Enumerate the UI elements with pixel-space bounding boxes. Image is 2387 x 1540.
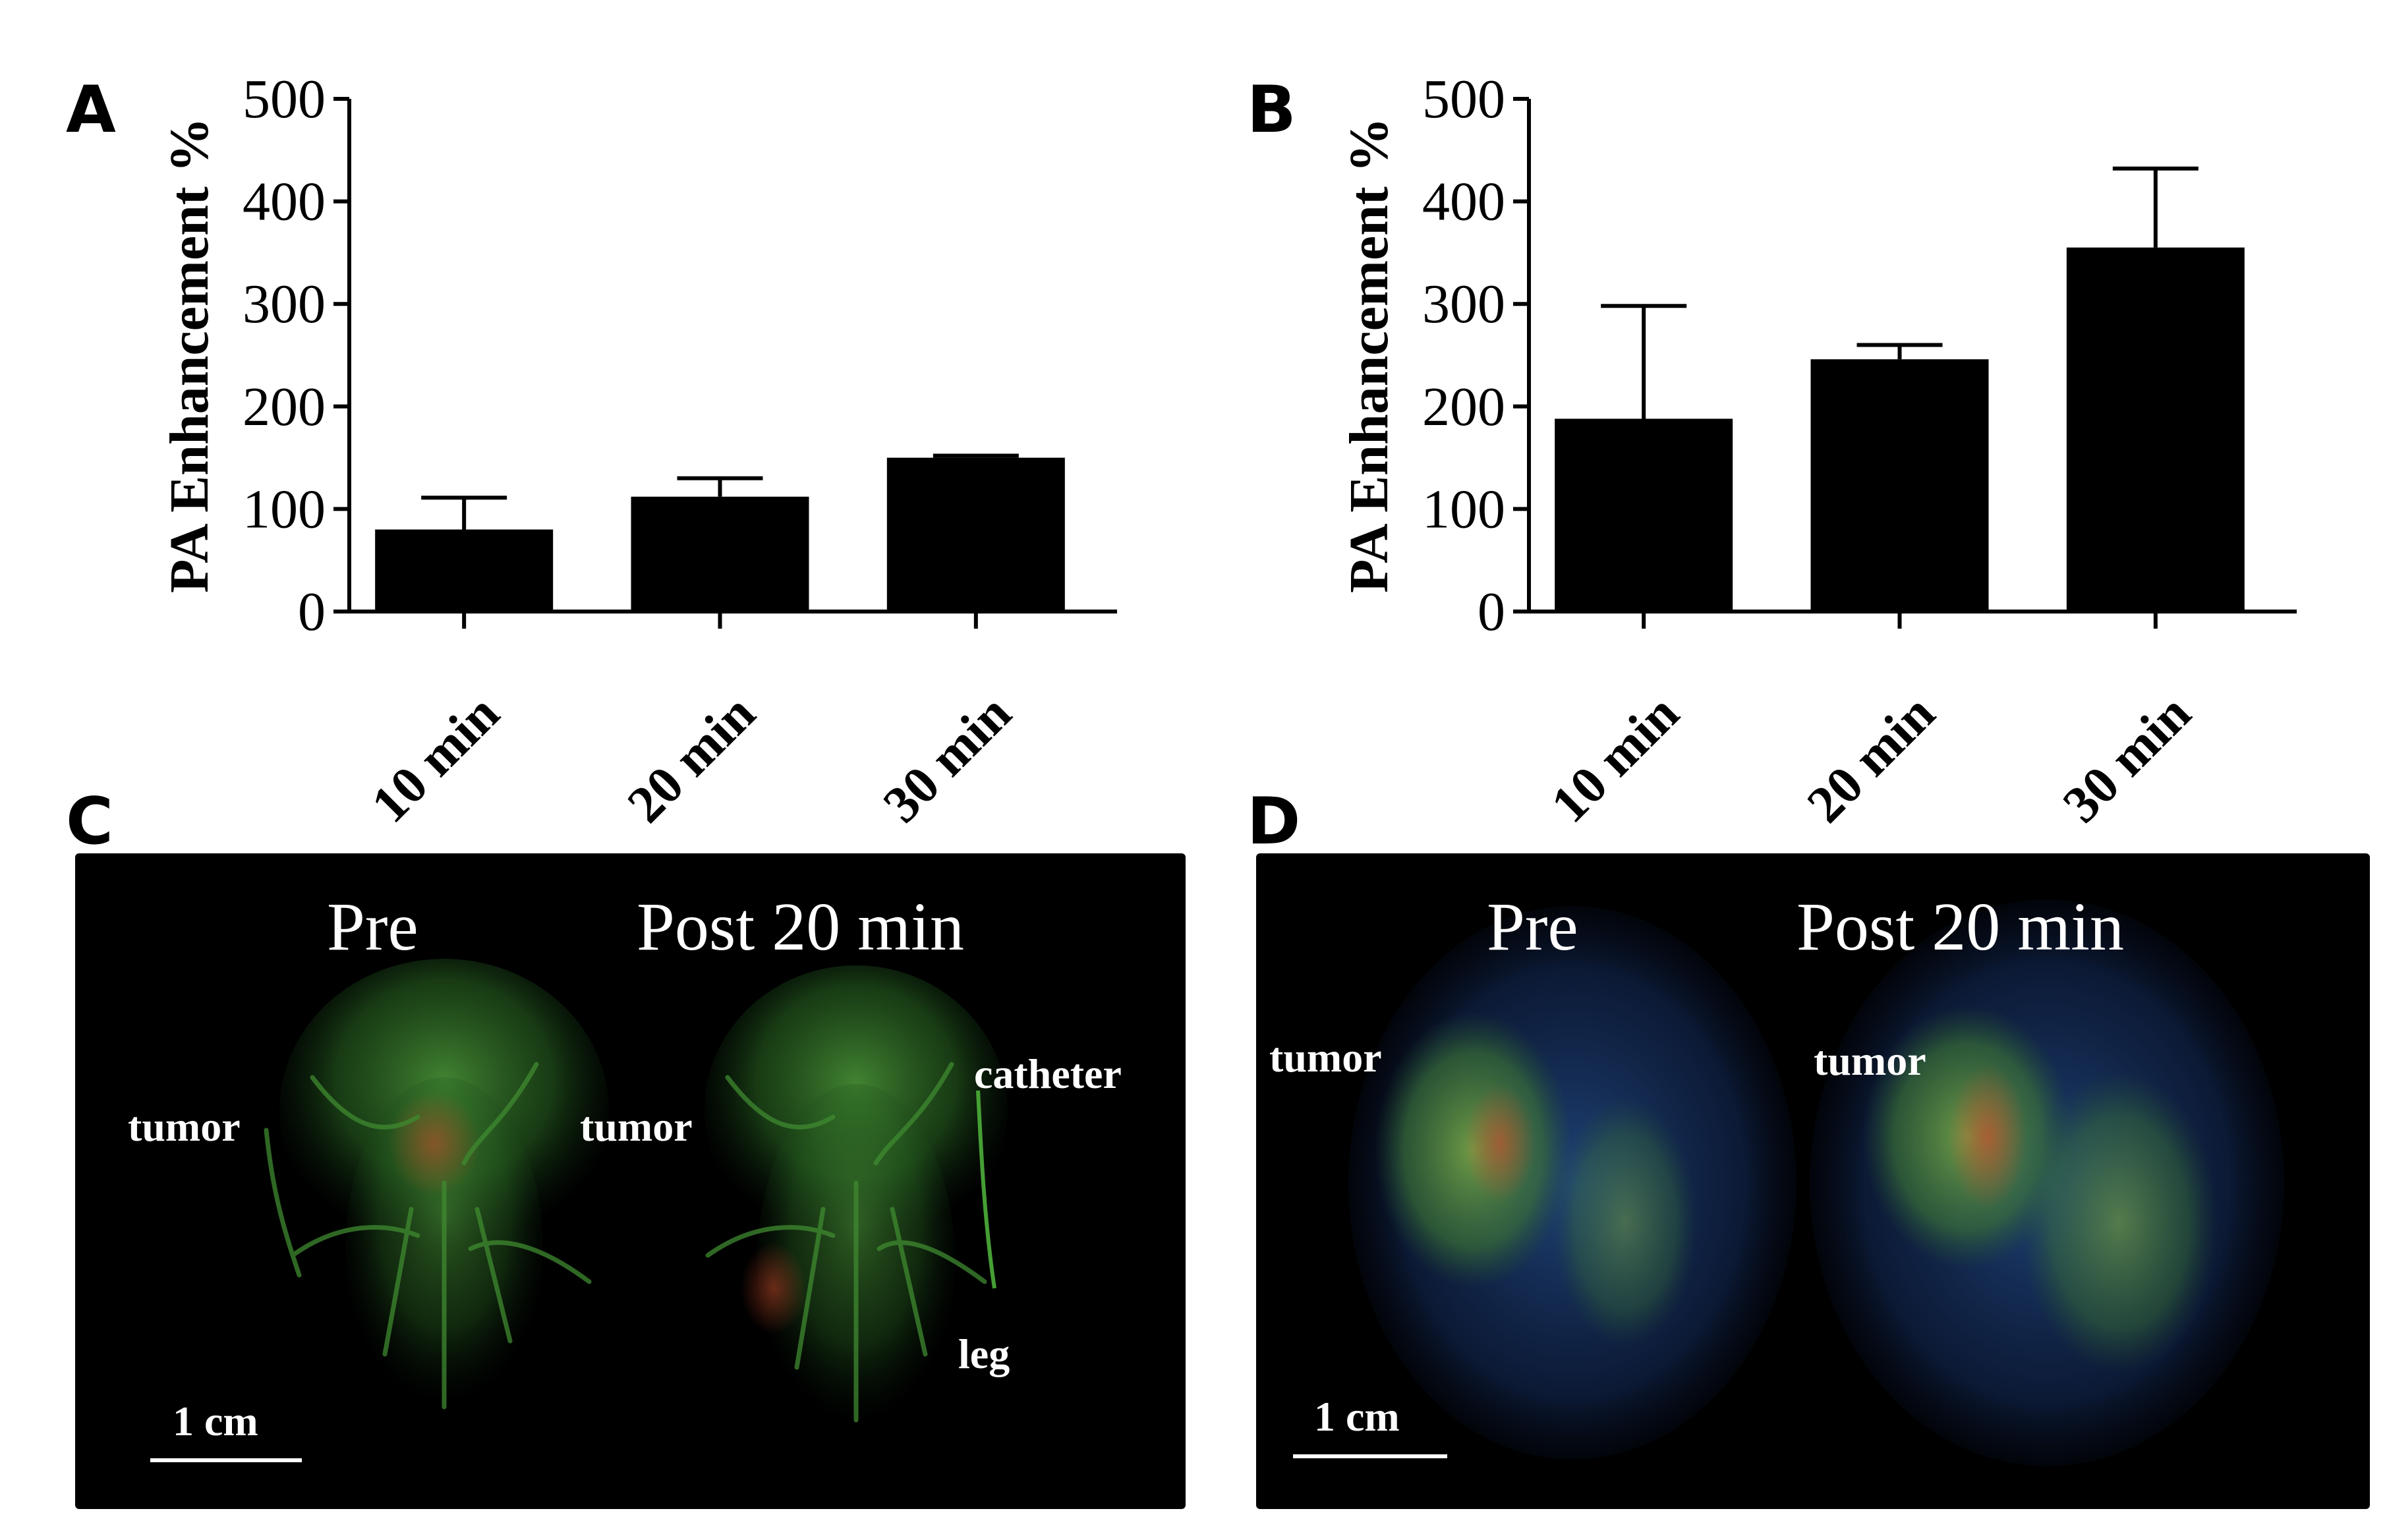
chart-b-plot: 0 100 200 300 400 500 PA Enhancement % 10 min 20…	[1338, 69, 2297, 834]
y-tick-label: 500	[1422, 69, 1505, 130]
leg-label: leg	[958, 1330, 1010, 1377]
vessel-rendering-d	[1348, 899, 2284, 1466]
scale-bar-d	[1293, 1454, 1447, 1458]
chart-a-plot: 0 100 200 300 400 500 PA Enhancement % 10 min 20…	[159, 69, 1117, 834]
x-tick-label: 30 min	[873, 684, 1022, 834]
photoacoustic-image-d: Pre Post 20 min tumor tumor 1 cm	[1256, 853, 2370, 1509]
y-tick-label: 200	[1422, 376, 1505, 438]
scale-label-d: 1 cm	[1314, 1393, 1400, 1440]
bar-10-min	[1555, 418, 1733, 612]
panel-label-c: C	[66, 784, 113, 859]
catheter-label: catheter	[974, 1050, 1122, 1097]
bar-10-min	[375, 529, 554, 612]
post-heading-c: Post 20 min	[637, 889, 964, 965]
y-axis-label: PA Enhancement %	[159, 117, 220, 593]
x-tick-label: 10 min	[360, 684, 510, 834]
y-tick-label: 100	[1422, 478, 1505, 540]
vessel-rendering-c	[264, 959, 1008, 1440]
y-tick-label: 0	[1478, 581, 1505, 642]
tumor-label-pre-d: tumor	[1269, 1034, 1382, 1081]
bar-20-min	[1810, 359, 1989, 612]
panel-label-b: B	[1247, 72, 1296, 148]
y-tick-label: 300	[1422, 273, 1505, 335]
bar-30-min	[886, 457, 1065, 612]
post-heading-d: Post 20 min	[1797, 889, 2124, 965]
scale-label-c: 1 cm	[173, 1398, 258, 1444]
y-tick-label: 0	[298, 581, 326, 642]
bar-chart-a: 0 100 200 300 400 500 PA Enhancement % 10 min 20…	[159, 69, 1117, 834]
y-tick-label: 400	[243, 171, 326, 233]
y-axis-label: PA Enhancement %	[1338, 117, 1400, 593]
bar-30-min	[2066, 247, 2245, 612]
tumor-label-post-d: tumor	[1814, 1037, 1926, 1084]
y-tick-label: 100	[243, 478, 326, 540]
x-tick-label: 20 min	[1797, 684, 1946, 834]
x-tick-label: 30 min	[2052, 684, 2202, 834]
panel-label-a: A	[66, 72, 116, 148]
y-tick-label: 300	[243, 273, 326, 335]
bar-chart-b: 0 100 200 300 400 500 PA Enhancement % 10 min 20…	[1338, 69, 2297, 834]
y-tick-label: 400	[1422, 171, 1505, 233]
x-tick-label: 10 min	[1540, 684, 1690, 834]
bar-20-min	[631, 496, 809, 612]
pre-heading-d: Pre	[1487, 889, 1578, 965]
y-tick-label: 200	[243, 376, 326, 438]
panel-label-d: D	[1247, 784, 1301, 859]
x-tick-label: 20 min	[617, 684, 766, 834]
photoacoustic-image-c: Pre Post 20 min tumor tumor catheter leg…	[75, 853, 1186, 1509]
y-tick-label: 500	[243, 69, 326, 130]
tumor-label-pre-c: tumor	[128, 1103, 241, 1150]
pre-heading-c: Pre	[327, 889, 418, 965]
tumor-label-post-c: tumor	[580, 1103, 693, 1150]
scale-bar-c	[150, 1458, 302, 1462]
